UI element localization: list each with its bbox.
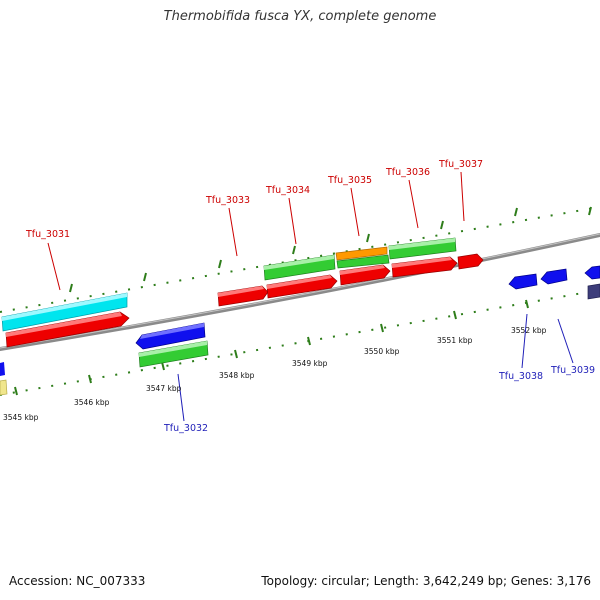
gene-label-tfu-3038[interactable]: Tfu_3038 [498,371,543,382]
gene-left-blue-partial[interactable] [0,362,5,376]
gene-left-yellow-partial[interactable] [0,379,8,396]
scale-label: 3550 kbp [364,347,400,356]
gene-label-tfu-3034[interactable]: Tfu_3034 [265,185,310,196]
scale-label: 3551 kbp [437,336,473,345]
top-label-leaders [47,171,465,291]
forward-genes [1,237,484,348]
scale-label: 3552 kbp [511,326,547,335]
upper-tick-track [0,206,600,313]
scale-label: 3546 kbp [74,398,110,407]
gene-tfu-3038b[interactable] [540,268,568,285]
gene-label-tfu-3035[interactable]: Tfu_3035 [327,175,372,186]
scale-label: 3547 kbp [146,384,182,393]
map-title: Thermobifida fusca YX, complete genome [163,9,437,24]
scale-labels: 3545 kbp 3546 kbp 3547 kbp 3548 kbp 3549… [3,326,547,422]
gene-label-tfu-3032[interactable]: Tfu_3032 [163,423,208,434]
gene-tfu-3039[interactable] [584,265,600,280]
gene-tfu-3036[interactable] [391,256,458,278]
accession-label: Accession: NC_007333 [9,574,146,588]
gene-labels-reverse: Tfu_3032 Tfu_3038 Tfu_3039 [163,365,595,434]
scale-label: 3548 kbp [219,371,255,380]
gene-label-tfu-3031[interactable]: Tfu_3031 [25,229,70,240]
gene-tfu-3035-orange[interactable] [335,246,388,261]
gene-label-tfu-3033[interactable]: Tfu_3033 [205,195,250,206]
genome-backbone [0,233,600,351]
scale-label: 3549 kbp [292,359,328,368]
gene-navy-partial[interactable] [587,283,600,300]
reverse-genes [0,265,600,396]
gene-labels-forward: Tfu_3031 Tfu_3033 Tfu_3034 Tfu_3035 Tfu_… [25,159,483,240]
genome-summary: Topology: circular; Length: 3,642,249 bp… [261,574,591,588]
gene-label-tfu-3037[interactable]: Tfu_3037 [438,159,483,170]
gene-label-tfu-3039[interactable]: Tfu_3039 [550,365,595,376]
scale-label: 3545 kbp [3,413,39,422]
gene-tfu-3035-green[interactable] [336,254,390,269]
gene-tfu-3033[interactable] [217,285,269,307]
gene-label-tfu-3036[interactable]: Tfu_3036 [385,167,430,178]
gene-tfu-3038[interactable] [508,273,538,290]
gene-tfu-3034[interactable] [266,274,338,299]
gene-tfu-3037[interactable] [457,253,484,270]
bottom-label-leaders [177,313,574,422]
